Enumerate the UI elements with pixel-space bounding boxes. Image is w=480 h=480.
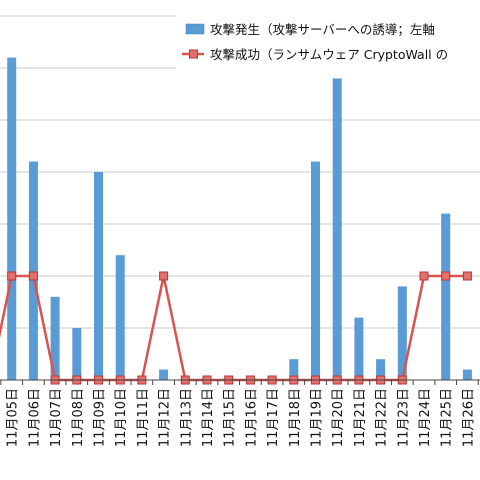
x-tick-label: 11月20日 [331, 388, 346, 447]
x-tick-label: 11月23日 [396, 388, 411, 447]
legend: 攻撃発生（攻撃サーバーへの誘導；左軸 攻撃成功（ランサムウェア CryptoWa… [176, 12, 480, 74]
line-marker [28, 271, 38, 281]
bar [50, 296, 60, 380]
line-marker [441, 271, 451, 281]
bar [28, 161, 38, 380]
bar [7, 57, 17, 380]
bar [311, 161, 320, 380]
legend-swatch-marker [189, 49, 198, 59]
x-tick-label: 11月05日 [6, 388, 21, 447]
bar [72, 328, 82, 380]
x-tick-label: 11月06日 [27, 388, 42, 447]
line-marker [7, 271, 17, 281]
x-tick-label: 11月09日 [93, 388, 108, 447]
bar-series [7, 57, 472, 381]
x-tick-label: 11月14日 [201, 388, 216, 447]
x-tick-label: 11月12日 [158, 388, 173, 447]
x-tick-label: 11月26日 [461, 388, 476, 447]
x-tick-labels: 11月04日11月05日11月06日11月07日11月08日11月09日11月1… [6, 388, 477, 447]
bar [94, 172, 103, 380]
bar [462, 369, 472, 380]
x-tick-label: 11月08日 [71, 388, 86, 447]
x-tick-label: 11月15日 [223, 388, 238, 447]
x-tick-label: 11月22日 [375, 388, 390, 447]
bar [289, 359, 299, 380]
legend-background [176, 12, 480, 74]
x-tick-label: 11月18日 [288, 388, 303, 447]
x-tick-label: 11月24日 [418, 388, 433, 447]
legend-label-line: 攻撃成功（ランサムウェア CryptoWall の [210, 47, 448, 62]
x-tick-label: 11月11日 [136, 388, 151, 447]
x-tick-label: 11月13日 [179, 388, 194, 447]
x-tick-label: 11月25日 [440, 388, 455, 447]
x-tick-label: 11月16日 [244, 388, 259, 447]
x-tick-label: 11月17日 [266, 388, 281, 447]
line-marker [462, 271, 472, 281]
bar [441, 213, 451, 380]
bar [332, 78, 342, 381]
x-tick-label: 11月21日 [353, 388, 368, 447]
bar [115, 255, 125, 380]
x-tick-label: 11月10日 [114, 388, 129, 447]
axes [0, 379, 480, 385]
x-tick-label: 11月07日 [49, 388, 64, 447]
line-marker [159, 271, 169, 281]
x-tick-label: 11月19日 [310, 388, 325, 447]
bar [354, 317, 364, 380]
legend-label-bar: 攻撃発生（攻撃サーバーへの誘導；左軸 [210, 22, 435, 37]
legend-swatch-bar [185, 23, 205, 35]
bar [376, 359, 386, 380]
bar [159, 369, 169, 380]
bar [397, 286, 407, 380]
line-marker [419, 271, 429, 281]
